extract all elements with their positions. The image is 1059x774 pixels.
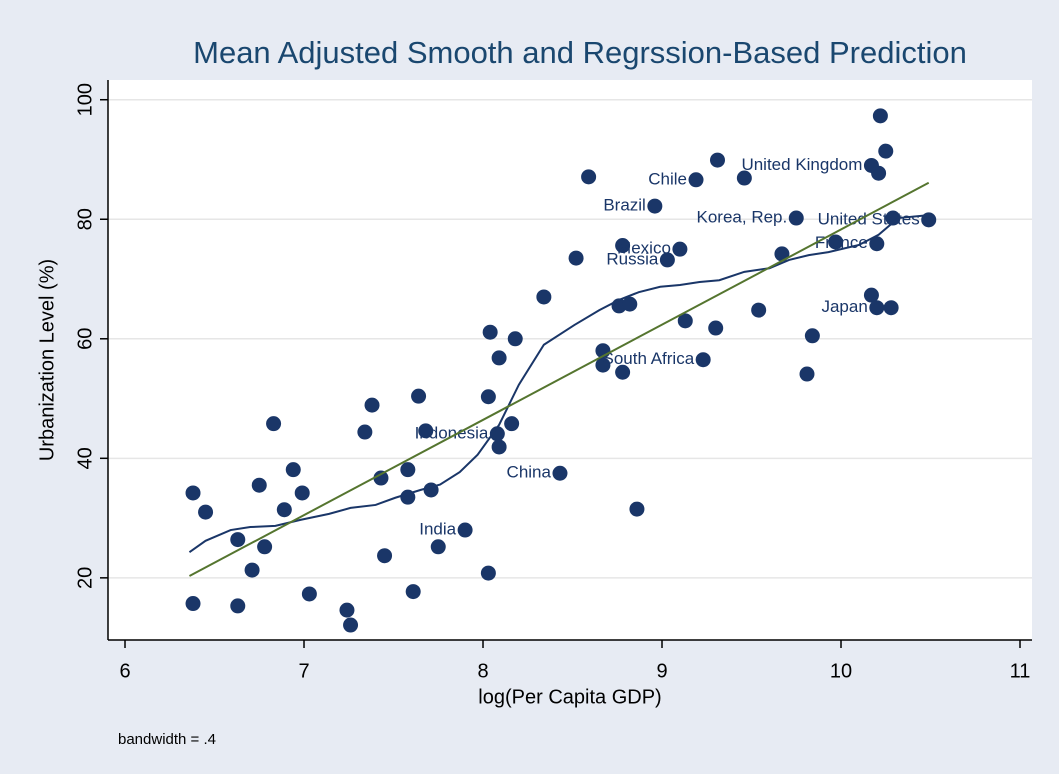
point-label: Brazil xyxy=(603,196,646,215)
point xyxy=(276,502,292,518)
point xyxy=(251,477,267,493)
point xyxy=(677,313,693,329)
x-tick-label: 7 xyxy=(298,660,309,682)
point xyxy=(230,532,246,548)
point-label: United States xyxy=(818,209,920,228)
point xyxy=(377,548,393,564)
x-tick-label: 10 xyxy=(830,660,852,682)
point-label: South Africa xyxy=(603,349,695,368)
x-tick-label: 11 xyxy=(1010,660,1031,682)
fit-line xyxy=(188,181,930,577)
point xyxy=(828,234,844,250)
y-axis-label: Urbanization Level (%) xyxy=(36,259,58,461)
point xyxy=(799,366,815,382)
point xyxy=(788,210,804,226)
point xyxy=(185,485,201,501)
point xyxy=(266,416,282,432)
point xyxy=(185,596,201,612)
point xyxy=(869,300,885,316)
point xyxy=(659,252,675,268)
point xyxy=(672,241,688,257)
point xyxy=(430,539,446,555)
point xyxy=(871,165,887,181)
point xyxy=(230,598,246,614)
note: bandwidth = .4 xyxy=(118,731,216,748)
point xyxy=(294,485,310,501)
point xyxy=(418,423,434,439)
point xyxy=(405,584,421,600)
point xyxy=(482,324,498,340)
y-tick-label: 20 xyxy=(74,567,96,589)
point-label: United Kingdom xyxy=(741,155,862,174)
point xyxy=(457,522,473,538)
point xyxy=(647,198,663,214)
point xyxy=(615,364,631,380)
smooth-line xyxy=(188,214,929,553)
point xyxy=(629,501,645,517)
point xyxy=(480,389,496,405)
x-tick-label: 9 xyxy=(656,660,667,682)
point xyxy=(536,289,552,305)
point xyxy=(885,210,901,226)
point-label: Japan xyxy=(821,297,867,316)
point xyxy=(709,152,725,168)
point-label: Russia xyxy=(606,249,659,268)
point xyxy=(736,170,752,186)
point xyxy=(301,586,317,602)
point xyxy=(751,302,767,318)
point xyxy=(581,169,597,185)
point xyxy=(622,296,638,312)
point xyxy=(695,352,711,368)
point xyxy=(615,238,631,254)
chart-title: Mean Adjusted Smooth and Regrssion-Based… xyxy=(193,35,967,70)
x-axis-label: log(Per Capita GDP) xyxy=(478,686,661,708)
y-tick-label: 100 xyxy=(74,83,96,116)
point xyxy=(708,320,724,336)
x-tick-label: 6 xyxy=(119,660,130,682)
point-label: France xyxy=(815,233,868,252)
point-label: Mexico xyxy=(617,239,671,258)
point xyxy=(364,397,380,413)
point xyxy=(244,562,260,578)
point xyxy=(804,328,820,344)
plot-area xyxy=(108,80,1032,640)
point xyxy=(491,350,507,366)
point xyxy=(373,470,389,486)
point xyxy=(257,539,273,555)
point-label: India xyxy=(419,520,456,539)
point xyxy=(411,388,427,404)
point xyxy=(552,465,568,481)
x-tick-label: 8 xyxy=(477,660,488,682)
point xyxy=(595,357,611,373)
point xyxy=(507,331,523,347)
point xyxy=(198,504,214,520)
point-label: China xyxy=(507,463,552,482)
y-tick-label: 80 xyxy=(74,208,96,230)
point xyxy=(883,300,899,316)
point xyxy=(285,462,301,478)
point-label: Indonesia xyxy=(415,423,489,442)
point xyxy=(357,424,373,440)
point xyxy=(504,416,520,432)
point xyxy=(878,143,894,159)
point xyxy=(869,236,885,252)
point xyxy=(400,462,416,478)
point xyxy=(872,108,888,124)
y-tick-label: 40 xyxy=(74,447,96,469)
y-tick-label: 60 xyxy=(74,328,96,350)
point-label: Korea, Rep. xyxy=(697,208,788,227)
point xyxy=(774,246,790,262)
point xyxy=(568,250,584,266)
point-label: Chile xyxy=(648,169,687,188)
point xyxy=(489,426,505,442)
point xyxy=(863,287,879,303)
point xyxy=(491,439,507,455)
point xyxy=(339,602,355,618)
point xyxy=(343,617,359,633)
point xyxy=(688,172,704,188)
point xyxy=(480,565,496,581)
